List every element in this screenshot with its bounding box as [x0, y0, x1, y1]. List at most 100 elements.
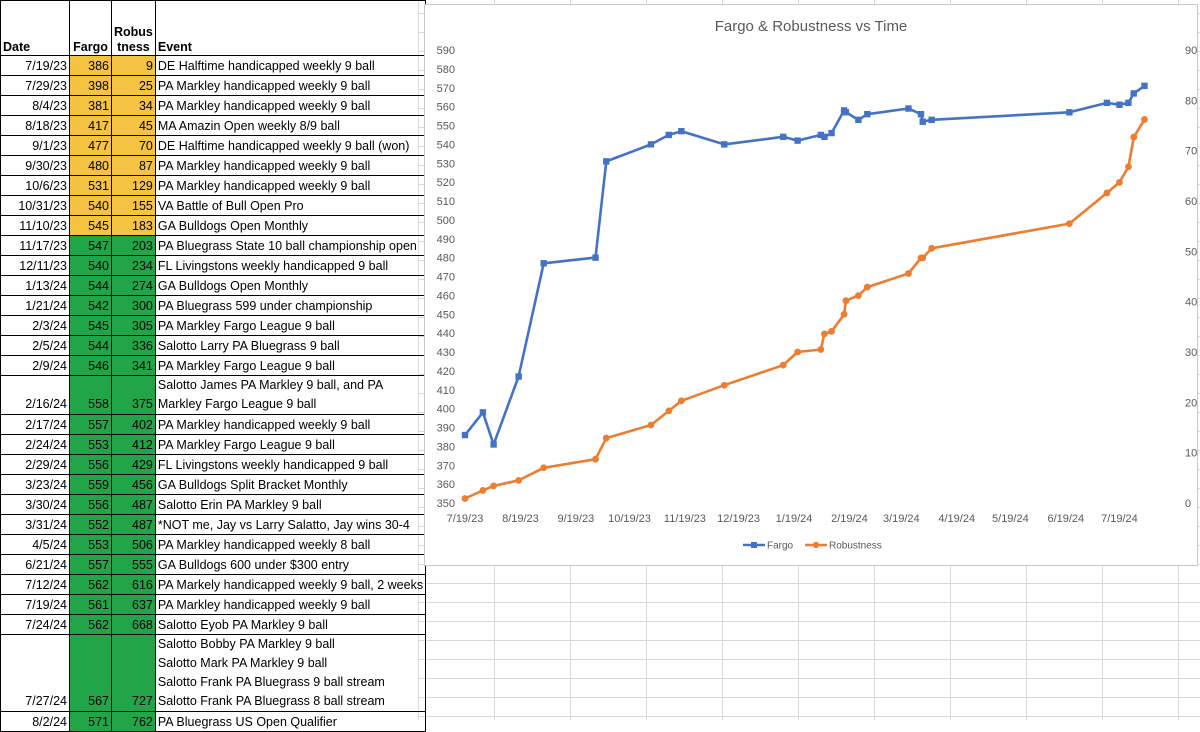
robustness-cell[interactable]: 234 [111, 255, 156, 276]
event-cell[interactable]: FL Livingstons weekly handicapped 9 ball [154, 255, 427, 276]
event-cell[interactable]: GA Bulldogs Open Monthly [154, 215, 427, 236]
robustness-cell[interactable]: 506 [111, 534, 156, 555]
fargo-cell[interactable]: 556 [69, 494, 112, 515]
date-cell[interactable]: 2/9/24 [0, 355, 70, 376]
date-cell[interactable]: 9/1/23 [0, 135, 70, 156]
robustness-cell[interactable]: 70 [111, 135, 156, 156]
event-cell[interactable]: PA Bluegrass US Open Qualifier [154, 711, 427, 732]
robustness-cell[interactable]: 155 [111, 195, 156, 216]
event-cell[interactable]: Salotto James PA Markley 9 ball, and PA M… [154, 375, 427, 415]
date-cell[interactable]: 7/19/24 [0, 594, 70, 615]
robustness-cell[interactable]: 305 [111, 315, 156, 336]
event-cell[interactable]: GA Bulldogs Split Bracket Monthly [154, 474, 427, 495]
date-cell[interactable]: 11/10/23 [0, 215, 70, 236]
date-cell[interactable]: 2/3/24 [0, 315, 70, 336]
date-cell[interactable]: 8/18/23 [0, 115, 70, 136]
fargo-cell[interactable]: 477 [69, 135, 112, 156]
date-cell[interactable]: 7/12/24 [0, 574, 70, 595]
event-cell[interactable]: PA Markley handicapped weekly 9 ball [154, 594, 427, 615]
fargo-cell[interactable]: 540 [69, 255, 112, 276]
event-cell[interactable]: PA Markley Fargo League 9 ball [154, 434, 427, 455]
event-cell[interactable]: VA Battle of Bull Open Pro [154, 195, 427, 216]
date-cell[interactable]: 10/6/23 [0, 175, 70, 196]
fargo-cell[interactable]: 562 [69, 614, 112, 635]
robustness-cell[interactable]: 456 [111, 474, 156, 495]
event-cell[interactable]: PA Markley handicapped weekly 9 ball [154, 75, 427, 96]
event-cell[interactable]: PA Markley Fargo League 9 ball [154, 315, 427, 336]
fargo-cell[interactable]: 544 [69, 275, 112, 296]
fargo-cell[interactable]: 544 [69, 335, 112, 356]
event-cell[interactable]: PA Bluegrass 599 under championship [154, 295, 427, 316]
date-cell[interactable]: 3/31/24 [0, 514, 70, 535]
fargo-cell[interactable]: 552 [69, 514, 112, 535]
date-cell[interactable]: 1/21/24 [0, 295, 70, 316]
robustness-header[interactable]: Robus tness [111, 0, 156, 56]
fargo-header[interactable]: Fargo [69, 0, 112, 56]
date-cell[interactable]: 8/2/24 [0, 711, 70, 732]
fargo-cell[interactable]: 480 [69, 155, 112, 176]
robustness-cell[interactable]: 300 [111, 295, 156, 316]
fargo-cell[interactable]: 557 [69, 554, 112, 575]
event-cell[interactable]: DE Halftime handicapped weekly 9 ball [154, 55, 427, 76]
event-cell[interactable]: PA Bluegrass State 10 ball championship … [154, 235, 427, 256]
date-cell[interactable]: 12/11/23 [0, 255, 70, 276]
fargo-cell[interactable]: 540 [69, 195, 112, 216]
robustness-cell[interactable]: 762 [111, 711, 156, 732]
fargo-cell[interactable]: 381 [69, 95, 112, 116]
fargo-cell[interactable]: 398 [69, 75, 112, 96]
date-cell[interactable]: 10/31/23 [0, 195, 70, 216]
fargo-cell[interactable]: 542 [69, 295, 112, 316]
event-cell[interactable]: *NOT me, Jay vs Larry Salatto, Jay wins … [154, 514, 427, 535]
fargo-cell[interactable]: 559 [69, 474, 112, 495]
event-cell[interactable]: MA Amazin Open weekly 8/9 ball [154, 115, 427, 136]
date-cell[interactable]: 2/16/24 [0, 375, 70, 415]
event-cell[interactable]: Salotto Bobby PA Markley 9 ball Salotto M… [154, 634, 427, 712]
date-cell[interactable]: 2/17/24 [0, 414, 70, 435]
date-cell[interactable]: 9/30/23 [0, 155, 70, 176]
robustness-cell[interactable]: 87 [111, 155, 156, 176]
robustness-cell[interactable]: 555 [111, 554, 156, 575]
date-cell[interactable]: 3/23/24 [0, 474, 70, 495]
date-cell[interactable]: 2/5/24 [0, 335, 70, 356]
fargo-cell[interactable]: 547 [69, 235, 112, 256]
robustness-cell[interactable]: 402 [111, 414, 156, 435]
event-cell[interactable]: Salotto Erin PA Markley 9 ball [154, 494, 427, 515]
robustness-cell[interactable]: 727 [111, 634, 156, 712]
chart-panel[interactable]: Fargo & Robustness vs Time 350 360 370 380 39… [424, 4, 1198, 566]
date-cell[interactable]: 8/4/23 [0, 95, 70, 116]
robustness-cell[interactable]: 203 [111, 235, 156, 256]
robustness-cell[interactable]: 183 [111, 215, 156, 236]
event-cell[interactable]: PA Markley handicapped weekly 9 ball [154, 95, 427, 116]
date-cell[interactable]: 6/21/24 [0, 554, 70, 575]
robustness-cell[interactable]: 412 [111, 434, 156, 455]
date-cell[interactable]: 7/29/23 [0, 75, 70, 96]
robustness-cell[interactable]: 274 [111, 275, 156, 296]
robustness-cell[interactable]: 487 [111, 494, 156, 515]
date-cell[interactable]: 2/29/24 [0, 454, 70, 475]
fargo-cell[interactable]: 553 [69, 534, 112, 555]
fargo-cell[interactable]: 417 [69, 115, 112, 136]
fargo-cell[interactable]: 557 [69, 414, 112, 435]
event-cell[interactable]: PA Markley handicapped weekly 9 ball [154, 155, 427, 176]
date-cell[interactable]: 11/17/23 [0, 235, 70, 256]
event-cell[interactable]: PA Markley handicapped weekly 8 ball [154, 534, 427, 555]
fargo-cell[interactable]: 556 [69, 454, 112, 475]
fargo-cell[interactable]: 531 [69, 175, 112, 196]
event-cell[interactable]: Salotto Larry PA Bluegrass 9 ball [154, 335, 427, 356]
robustness-cell[interactable]: 616 [111, 574, 156, 595]
robustness-cell[interactable]: 637 [111, 594, 156, 615]
fargo-cell[interactable]: 558 [69, 375, 112, 415]
date-cell[interactable]: 2/24/24 [0, 434, 70, 455]
event-cell[interactable]: GA Bulldogs Open Monthly [154, 275, 427, 296]
date-cell[interactable]: 3/30/24 [0, 494, 70, 515]
robustness-cell[interactable]: 429 [111, 454, 156, 475]
fargo-cell[interactable]: 545 [69, 315, 112, 336]
robustness-cell[interactable]: 336 [111, 335, 156, 356]
fargo-cell[interactable]: 567 [69, 634, 112, 712]
event-cell[interactable]: PA Markely handicapped weekly 9 ball, 2 … [154, 574, 427, 595]
date-cell[interactable]: 7/27/24 [0, 634, 70, 712]
event-cell[interactable]: DE Halftime handicapped weekly 9 ball (w… [154, 135, 427, 156]
fargo-cell[interactable]: 386 [69, 55, 112, 76]
robustness-cell[interactable]: 9 [111, 55, 156, 76]
robustness-cell[interactable]: 25 [111, 75, 156, 96]
